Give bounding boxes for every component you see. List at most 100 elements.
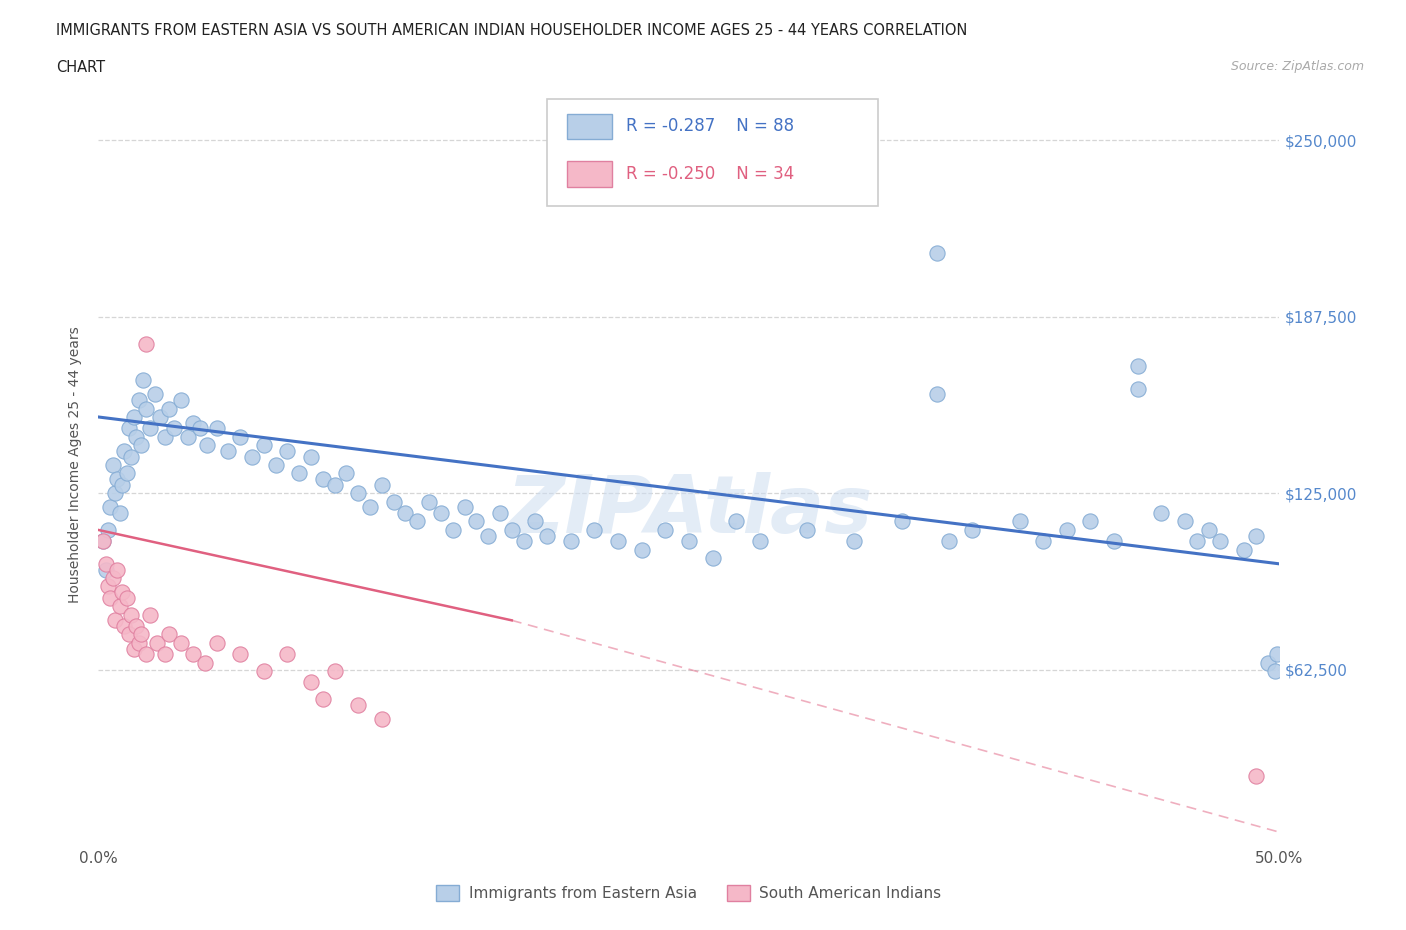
Point — [890, 514, 912, 529]
Point — [335, 466, 357, 481]
Point — [153, 646, 176, 661]
Point — [583, 523, 606, 538]
Point — [796, 523, 818, 538]
Point — [135, 646, 157, 661]
Point — [122, 409, 145, 424]
Point — [560, 534, 582, 549]
Point — [105, 472, 128, 486]
Point — [157, 401, 180, 416]
Point — [128, 635, 150, 650]
Point — [1264, 664, 1286, 679]
Point — [925, 246, 948, 260]
Point — [725, 514, 748, 529]
Point — [98, 591, 121, 605]
Point — [104, 485, 127, 500]
Point — [153, 430, 176, 445]
Point — [253, 438, 276, 453]
Point — [276, 444, 298, 458]
Point — [146, 635, 169, 650]
Point — [240, 449, 263, 464]
Point — [465, 514, 488, 529]
Point — [205, 635, 228, 650]
Point — [1198, 523, 1220, 538]
Point — [108, 506, 131, 521]
Point — [1174, 514, 1197, 529]
Point — [115, 466, 138, 481]
Point — [1233, 542, 1256, 557]
Point — [170, 635, 193, 650]
Point — [844, 534, 866, 549]
Point — [312, 472, 335, 486]
Point — [430, 506, 453, 521]
Point — [104, 613, 127, 628]
Point — [157, 627, 180, 642]
Point — [441, 523, 464, 538]
Point — [125, 430, 148, 445]
Point — [112, 444, 135, 458]
Point — [115, 591, 138, 605]
Point — [101, 458, 124, 472]
Point — [128, 392, 150, 407]
Point — [1080, 514, 1102, 529]
Point — [118, 421, 141, 436]
Point — [1257, 656, 1279, 671]
Point — [101, 570, 124, 585]
Point — [406, 514, 429, 529]
Point — [748, 534, 770, 549]
Y-axis label: Householder Income Ages 25 - 44 years: Householder Income Ages 25 - 44 years — [69, 326, 83, 604]
Point — [312, 692, 335, 707]
Text: IMMIGRANTS FROM EASTERN ASIA VS SOUTH AMERICAN INDIAN HOUSEHOLDER INCOME AGES 25: IMMIGRANTS FROM EASTERN ASIA VS SOUTH AM… — [56, 23, 967, 38]
Bar — [567, 114, 612, 140]
Point — [253, 664, 276, 679]
Point — [512, 534, 534, 549]
Point — [489, 506, 512, 521]
Point — [1244, 528, 1267, 543]
Point — [177, 430, 200, 445]
Point — [129, 627, 152, 642]
Point — [181, 646, 204, 661]
Point — [205, 421, 228, 436]
Point — [418, 494, 440, 509]
Point — [938, 534, 960, 549]
Point — [501, 523, 523, 538]
Text: ZIPAtlas: ZIPAtlas — [506, 472, 872, 550]
Point — [276, 646, 298, 661]
Point — [217, 444, 239, 458]
Point — [630, 542, 652, 557]
Point — [477, 528, 499, 543]
Point — [536, 528, 558, 543]
Point — [1102, 534, 1125, 549]
FancyBboxPatch shape — [547, 99, 877, 206]
Point — [359, 500, 381, 515]
Point — [121, 607, 143, 622]
Point — [1032, 534, 1054, 549]
Point — [108, 599, 131, 614]
Point — [299, 675, 322, 690]
Point — [607, 534, 630, 549]
Point — [347, 698, 370, 712]
Point — [299, 449, 322, 464]
Point — [121, 449, 143, 464]
Text: CHART: CHART — [56, 60, 105, 75]
Point — [94, 556, 117, 571]
Point — [1150, 506, 1173, 521]
Point — [1008, 514, 1031, 529]
Text: Source: ZipAtlas.com: Source: ZipAtlas.com — [1230, 60, 1364, 73]
Point — [132, 373, 155, 388]
Point — [194, 656, 217, 671]
Point — [181, 415, 204, 430]
Point — [163, 421, 186, 436]
Point — [111, 585, 134, 600]
Point — [394, 506, 416, 521]
Point — [1126, 359, 1149, 374]
Point — [288, 466, 311, 481]
Point — [91, 534, 114, 549]
Legend: Immigrants from Eastern Asia, South American Indians: Immigrants from Eastern Asia, South Amer… — [430, 879, 948, 908]
Point — [654, 523, 676, 538]
Point — [129, 438, 152, 453]
Point — [111, 477, 134, 492]
Point — [1056, 523, 1078, 538]
Point — [524, 514, 547, 529]
Point — [188, 421, 211, 436]
Point — [382, 494, 405, 509]
